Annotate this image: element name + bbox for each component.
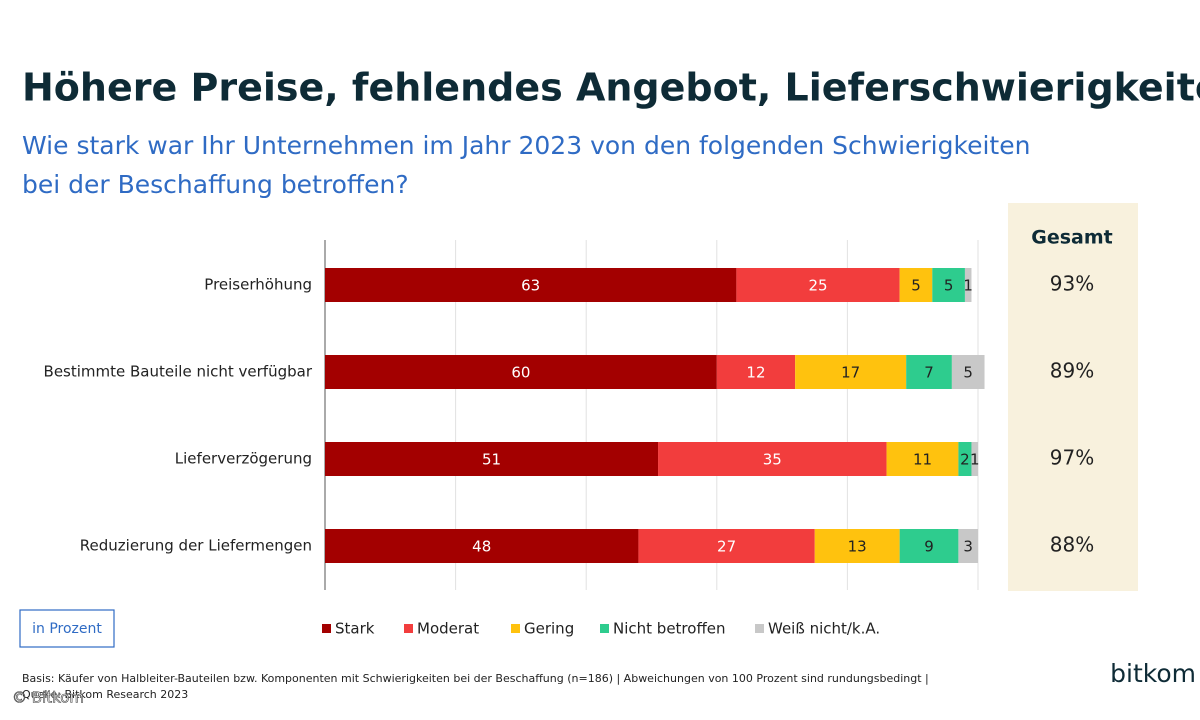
data-label: 11: [913, 451, 932, 469]
subtitle: Wie stark war Ihr Unternehmen im Jahr 20…: [22, 131, 1030, 160]
legend-label: Weiß nicht/k.A.: [768, 620, 880, 638]
data-label: 60: [511, 364, 530, 382]
data-label: 63: [521, 277, 540, 295]
watermark: © Bitkom: [12, 689, 84, 707]
data-label: 5: [911, 277, 921, 295]
data-label: 35: [763, 451, 782, 469]
legend-swatch: [600, 624, 609, 633]
bar-segment: [899, 268, 933, 302]
unit-label: in Prozent: [32, 621, 102, 637]
data-label: 9: [924, 538, 934, 556]
legend-label: Stark: [335, 620, 375, 638]
data-label: 48: [472, 538, 491, 556]
data-label: 17: [841, 364, 860, 382]
bar-segment: [814, 529, 900, 563]
legend-swatch: [322, 624, 331, 633]
data-label: 1: [963, 277, 973, 295]
footnote: Quelle: Bitkom Research 2023: [22, 688, 188, 701]
total-label: 97%: [1050, 446, 1094, 470]
bar-segment: [325, 355, 717, 389]
bar-segment: [971, 442, 978, 476]
subtitle: bei der Beschaffung betroffen?: [22, 170, 409, 199]
bar-segment: [951, 355, 985, 389]
chart-title: Höhere Preise, fehlendes Angebot, Liefer…: [22, 66, 1200, 110]
totals-header: Gesamt: [1031, 227, 1113, 249]
footnote: Basis: Käufer von Halbleiter-Bauteilen b…: [22, 672, 929, 685]
category-label: Bestimmte Bauteile nicht verfügbar: [44, 363, 313, 381]
unit-box: [19, 609, 115, 648]
bar-segment: [958, 529, 978, 563]
category-label: Preiserhöhung: [204, 276, 312, 294]
data-label: 5: [944, 277, 954, 295]
total-label: 89%: [1050, 359, 1094, 383]
bar-segment: [325, 529, 639, 563]
bar-segment: [716, 355, 796, 389]
bar-segment: [958, 442, 972, 476]
data-label: 3: [963, 538, 973, 556]
bar-segment: [899, 529, 959, 563]
data-label: 12: [746, 364, 765, 382]
logo: bitkom: [1110, 659, 1196, 688]
legend-label: Gering: [524, 620, 574, 638]
legend-label: Moderat: [417, 620, 479, 638]
bar-segment: [325, 268, 737, 302]
category-label: Reduzierung der Liefermengen: [80, 537, 312, 555]
legend-label: Nicht betroffen: [613, 620, 726, 638]
data-label: 51: [482, 451, 501, 469]
bar-segment: [638, 529, 815, 563]
bar-segment: [795, 355, 907, 389]
bar-segment: [658, 442, 887, 476]
data-label: 2: [960, 451, 970, 469]
bar-segment: [325, 442, 659, 476]
bar-segment: [932, 268, 965, 302]
bar-segment: [886, 442, 959, 476]
legend-swatch: [755, 624, 764, 633]
total-label: 93%: [1050, 272, 1094, 296]
data-label: 1: [970, 451, 980, 469]
bar-segment: [964, 268, 972, 302]
legend-swatch: [511, 624, 520, 633]
data-label: 5: [963, 364, 973, 382]
totals-panel: [1008, 203, 1138, 591]
bar-segment: [906, 355, 952, 389]
category-label: Lieferverzögerung: [175, 450, 312, 468]
data-label: 13: [848, 538, 867, 556]
bar-segment: [736, 268, 900, 302]
data-label: 7: [924, 364, 934, 382]
data-label: 27: [717, 538, 736, 556]
legend-swatch: [404, 624, 413, 633]
total-label: 88%: [1050, 533, 1094, 557]
data-label: 25: [808, 277, 827, 295]
